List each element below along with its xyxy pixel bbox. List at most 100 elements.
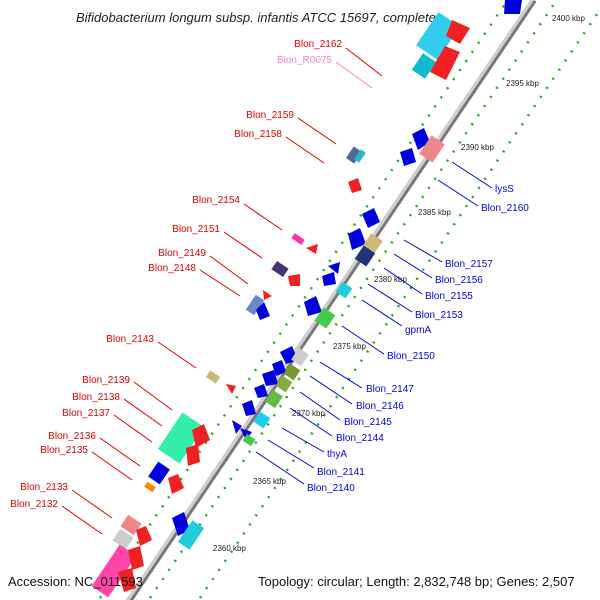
gene-label-left[interactable]: Blon_2149 xyxy=(158,248,206,259)
gene-block-blue[interactable] xyxy=(504,0,522,14)
gene-arrow-red[interactable] xyxy=(128,546,144,570)
label-leader-line xyxy=(255,451,305,485)
genome-summary: Topology: circular; Length: 2,832,748 bp… xyxy=(258,574,575,589)
label-leader-line xyxy=(403,239,443,263)
gene-block-blue[interactable] xyxy=(148,461,170,485)
gene-arrow-red[interactable] xyxy=(226,384,236,394)
gene-arrow-red[interactable] xyxy=(192,424,210,448)
gene-block-olive[interactable] xyxy=(283,363,301,381)
gene-block-steel[interactable] xyxy=(245,294,265,316)
gene-label-right[interactable]: Blon_2144 xyxy=(336,433,384,444)
gene-label-left[interactable]: Blon_2135 xyxy=(40,445,88,456)
gene-label-left[interactable]: Blon_2139 xyxy=(82,375,130,386)
gene-arrow-blue[interactable] xyxy=(242,400,256,416)
gene-block-teal[interactable] xyxy=(335,281,353,299)
gene-block-red[interactable] xyxy=(430,46,460,80)
gene-label-left[interactable]: Blon_2159 xyxy=(246,110,294,121)
gene-arrow-blue[interactable] xyxy=(262,370,278,386)
scale-ticks: 2400 kbp 2395 kbp 2390 kbp 2385 kbp 2380… xyxy=(213,14,585,553)
gene-arrow-blue[interactable] xyxy=(240,428,252,440)
gene-label-left[interactable]: Blon_2133 xyxy=(20,482,68,493)
gene-arrow-red[interactable] xyxy=(348,178,362,193)
gene-block-orange[interactable] xyxy=(144,481,156,493)
gene-block-pink[interactable] xyxy=(291,233,305,245)
gene-label-right[interactable]: Blon_2150 xyxy=(387,351,435,362)
gene-label-left[interactable]: Blon_2132 xyxy=(10,499,58,510)
gene-block-khaki[interactable] xyxy=(363,233,383,253)
gene-block-cyan[interactable] xyxy=(416,12,460,60)
gene-label-right[interactable]: gpmA xyxy=(405,325,431,336)
gene-arrow-blue[interactable] xyxy=(362,208,380,228)
label-leader-line xyxy=(285,136,325,164)
gene-label-right[interactable]: thyA xyxy=(327,449,347,460)
gene-block-magenta[interactable] xyxy=(91,544,137,598)
gene-arrow-blue[interactable] xyxy=(304,296,322,316)
gene-label-left[interactable]: Blon_2138 xyxy=(72,392,120,403)
gene-arrow-red[interactable] xyxy=(446,20,470,44)
gene-label-right[interactable]: Blon_2141 xyxy=(317,467,365,478)
tick-label: 2390 kbp xyxy=(461,143,494,152)
gene-block-teal-small[interactable] xyxy=(354,149,366,163)
label-leader-line xyxy=(199,269,241,297)
gene-label-left[interactable]: Blon_2148 xyxy=(148,263,196,274)
gene-label-right[interactable]: Blon_2146 xyxy=(356,401,404,412)
gene-arrow-red[interactable] xyxy=(263,290,272,300)
gene-label-right[interactable]: Blon_2155 xyxy=(425,291,473,302)
gene-arrow-red[interactable] xyxy=(186,444,200,466)
gene-block-purple[interactable] xyxy=(271,260,289,278)
gene-block-cyan[interactable] xyxy=(253,411,271,429)
gene-label-left[interactable]: Blon_2154 xyxy=(192,195,240,206)
gene-label-left[interactable]: Blon_2151 xyxy=(172,224,220,235)
gene-arrow-red[interactable] xyxy=(306,244,318,254)
label-leader-line xyxy=(61,505,103,535)
gene-arrow-blue[interactable] xyxy=(322,272,336,286)
gene-block-mint[interactable] xyxy=(157,412,205,464)
gene-block-khaki[interactable] xyxy=(205,370,221,384)
gene-label-right[interactable]: Blon_2147 xyxy=(366,384,414,395)
gene-arrow-blue[interactable] xyxy=(400,148,416,166)
gene-label-right[interactable]: Blon_2160 xyxy=(481,203,529,214)
gene-arrow-blue[interactable] xyxy=(328,262,340,274)
gene-label-left[interactable]: Blon_R0075 xyxy=(277,55,332,66)
gene-arrow-blue[interactable] xyxy=(256,302,270,320)
gene-block-olive[interactable] xyxy=(275,375,293,393)
gene-block-gray[interactable] xyxy=(112,528,134,550)
gene-arrow-red[interactable] xyxy=(168,474,184,494)
gene-block-salmon[interactable] xyxy=(419,135,445,163)
label-leader-line xyxy=(157,341,197,369)
gene-arrow-blue[interactable] xyxy=(272,360,286,376)
gene-block-green[interactable] xyxy=(314,307,336,329)
gene-label-right[interactable]: Blon_2157 xyxy=(445,259,493,270)
gene-arrow-red[interactable] xyxy=(136,526,152,546)
gene-arrow-blue[interactable] xyxy=(172,512,190,536)
gene-arrow-blue[interactable] xyxy=(232,420,242,434)
label-leader-line xyxy=(123,398,163,427)
gene-label-right[interactable]: lysS xyxy=(495,184,514,195)
gene-block-teal[interactable] xyxy=(411,53,437,79)
gene-block-gray[interactable] xyxy=(291,347,309,367)
label-leader-line xyxy=(341,325,385,355)
gene-label-right[interactable]: Blon_2145 xyxy=(344,417,392,428)
gene-arrow-red[interactable] xyxy=(288,274,300,286)
gene-label-left[interactable]: Blon_2143 xyxy=(106,334,154,345)
gene-label-left[interactable]: Blon_2136 xyxy=(48,431,96,442)
gene-block-slate[interactable] xyxy=(345,146,363,164)
gene-label-right[interactable]: Blon_2156 xyxy=(435,275,483,286)
tick-label: 2400 kbp xyxy=(552,14,585,23)
gene-label-left[interactable]: Blon_2162 xyxy=(294,39,342,50)
gene-block-teal[interactable] xyxy=(177,520,205,550)
gene-arrow-blue[interactable] xyxy=(254,384,268,398)
gene-block-green[interactable] xyxy=(242,433,256,447)
gene-label-left[interactable]: Blon_2137 xyxy=(62,408,110,419)
gene-block-green[interactable] xyxy=(265,389,283,409)
gene-arrow-red[interactable] xyxy=(118,568,136,592)
right-gene-labels: lysS Blon_2160 Blon_2157 Blon_2156 Blon_… xyxy=(255,161,529,494)
gene-label-left[interactable]: Blon_2158 xyxy=(234,129,282,140)
gene-label-right[interactable]: Blon_2140 xyxy=(307,483,355,494)
label-leader-line xyxy=(299,391,341,421)
gene-label-right[interactable]: Blon_2153 xyxy=(415,310,463,321)
gene-block-navy[interactable] xyxy=(354,245,376,267)
gene-arrow-blue[interactable] xyxy=(348,228,366,250)
